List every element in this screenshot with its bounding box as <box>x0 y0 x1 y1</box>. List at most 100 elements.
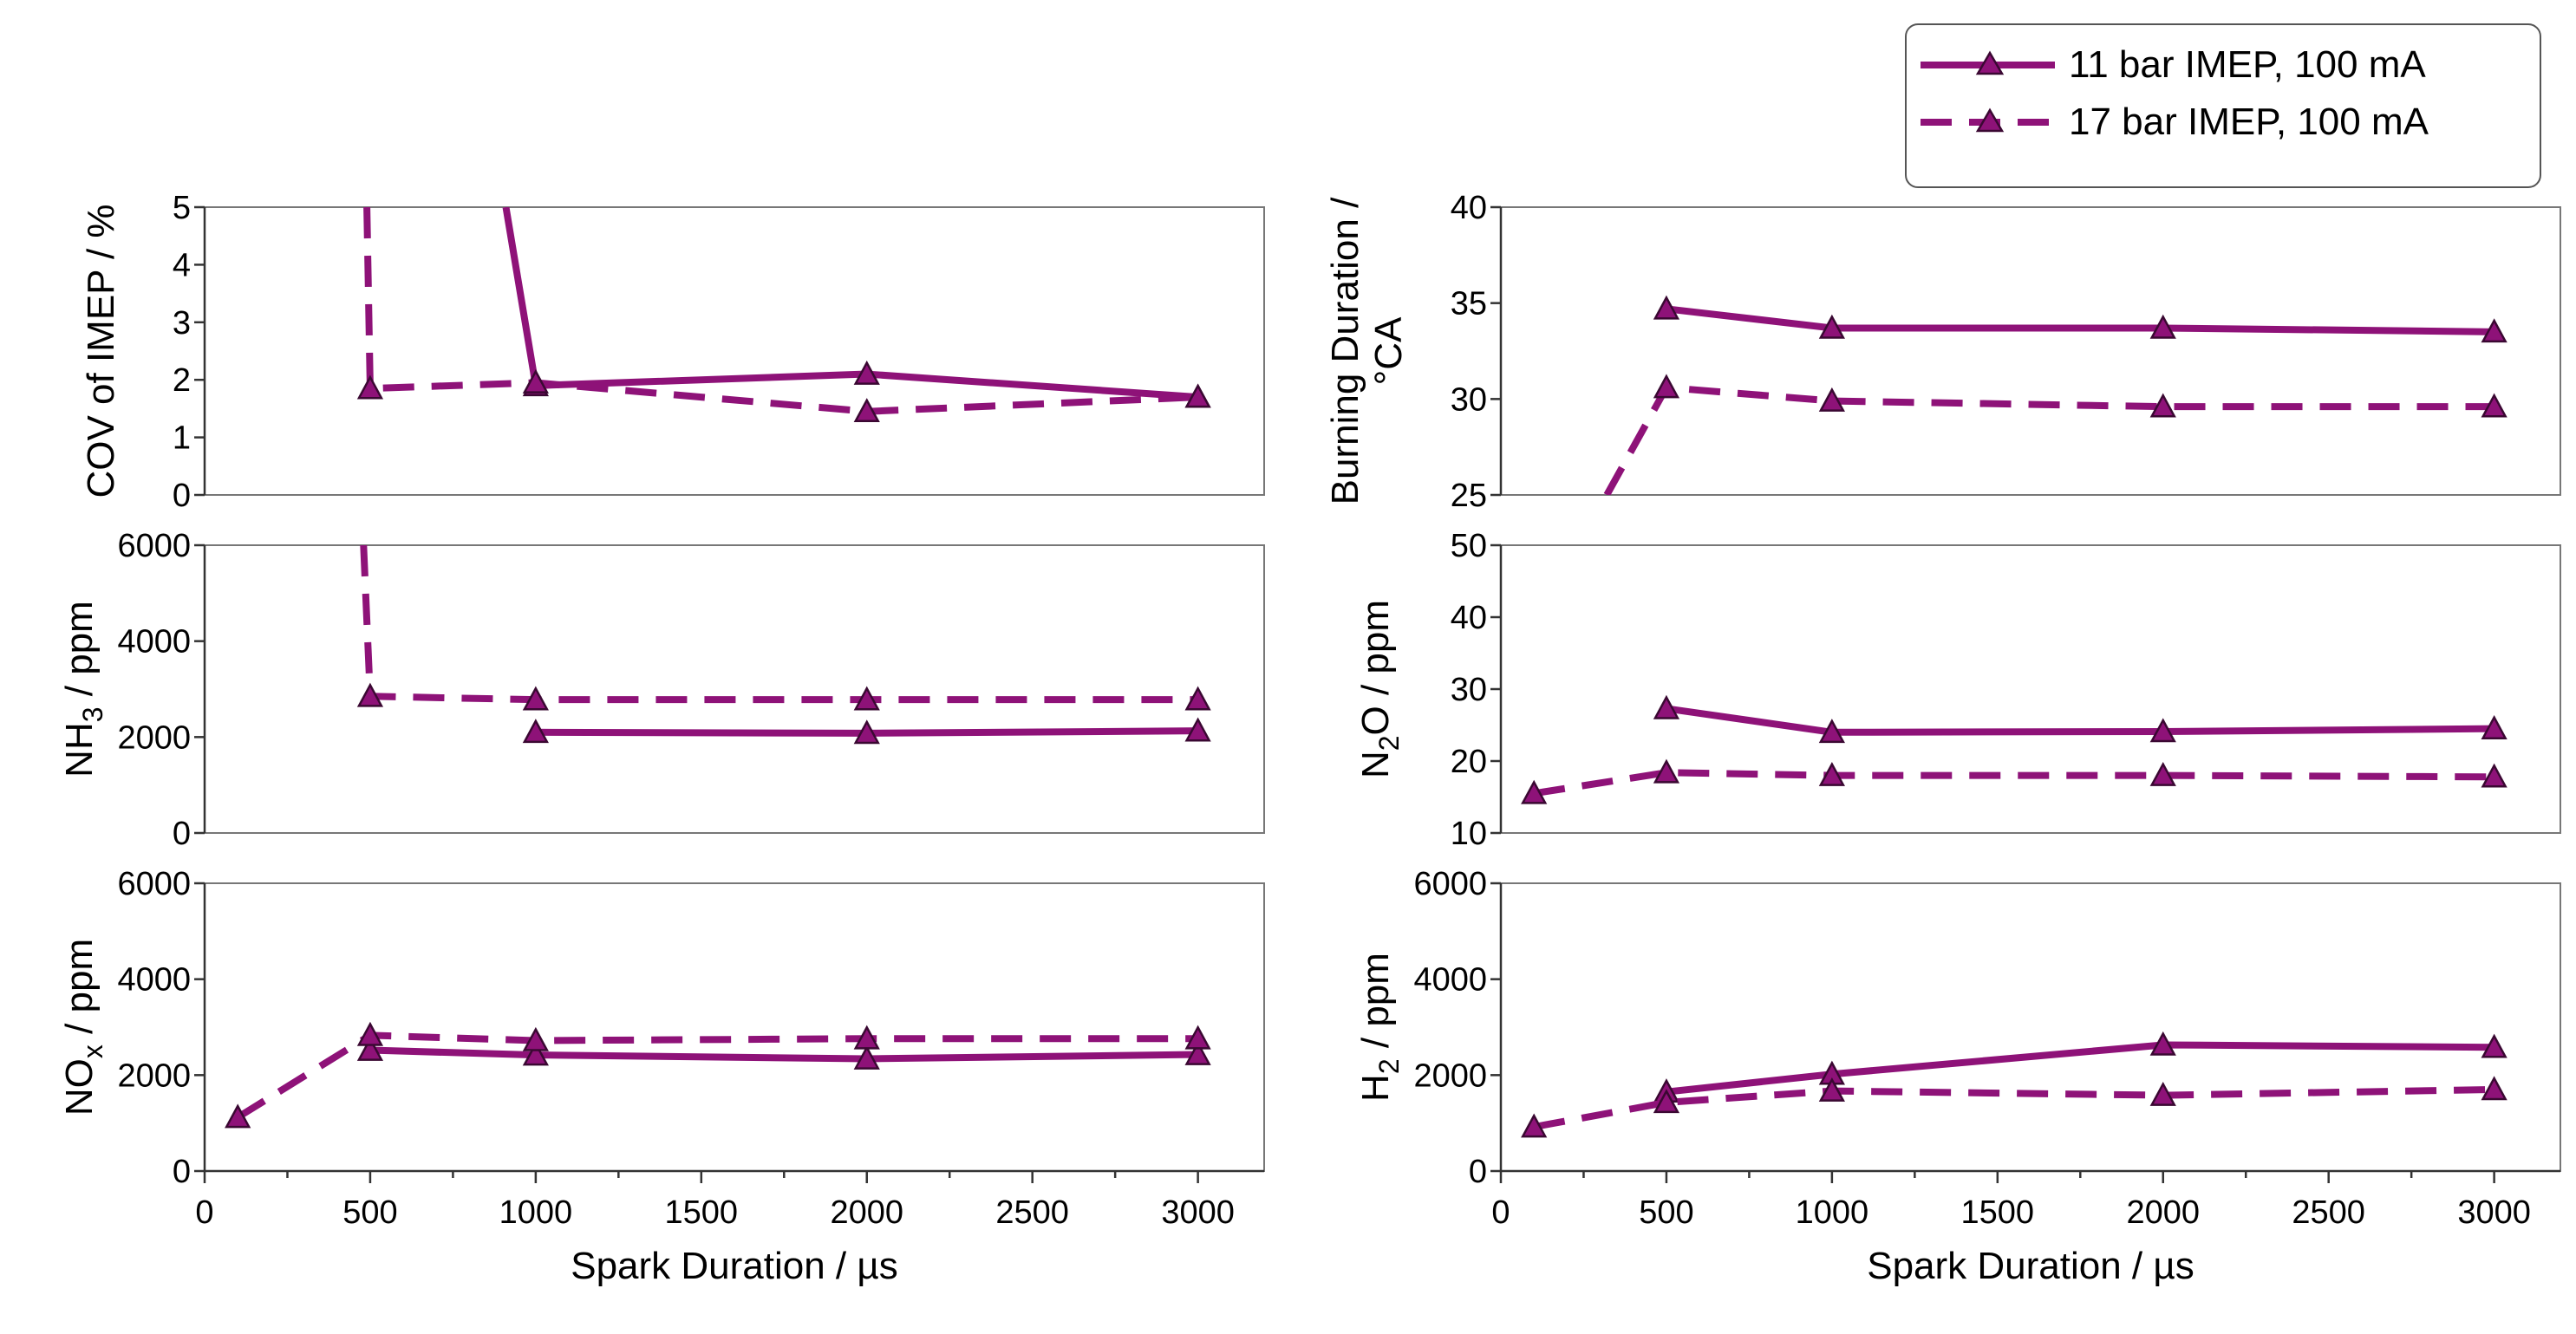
data-point-dashed <box>1521 1113 1548 1138</box>
data-point-solid <box>2149 718 2176 743</box>
ytick-label: 0 <box>173 816 191 852</box>
y-axis-label-h2: H2 / ppm <box>1354 953 1405 1102</box>
ytick-label: 40 <box>1451 600 1487 636</box>
ytick-label: 50 <box>1451 528 1487 564</box>
ytick-label: 5 <box>173 190 191 226</box>
data-point-dashed <box>853 398 880 423</box>
ytick-label: 35 <box>1451 286 1487 322</box>
panel-cov: 0 1 2 3 4 5 COV of IMEP / % <box>80 190 1265 514</box>
xtick-label: 1000 <box>499 1194 573 1231</box>
data-point-solid <box>356 1036 384 1061</box>
ytick-label: 2 <box>173 362 191 399</box>
data-point-dashed <box>1818 761 1845 786</box>
series-dashed-nox <box>225 1021 1211 1129</box>
data-point-dashed <box>853 1025 880 1050</box>
data-point-dashed <box>225 1103 251 1129</box>
series-dashed-h2 <box>1521 1076 2508 1138</box>
data-point-solid <box>853 1044 880 1070</box>
data-point-solid <box>1653 694 1680 719</box>
data-point-dashed <box>1653 1089 1680 1114</box>
legend-entry-dashed: 17 bar IMEP, 100 mA <box>1921 101 2429 143</box>
series-line-solid <box>369 1046 1198 1063</box>
series-dashed-nh3 <box>356 545 1211 711</box>
series-dashed-burn <box>1603 374 2508 495</box>
plot-frame-nh3 <box>204 544 1265 834</box>
data-point-dashed <box>1184 383 1211 408</box>
data-point-dashed <box>1184 686 1211 711</box>
ytick-label: 25 <box>1451 478 1487 514</box>
data-point-dashed <box>2149 761 2176 786</box>
legend: 11 bar IMEP, 100 mA 17 bar IMEP, 100 mA <box>1905 23 2541 188</box>
series-line-solid <box>1666 305 2494 335</box>
legend-label-solid: 11 bar IMEP, 100 mA <box>2069 43 2426 86</box>
data-point-solid <box>2481 715 2508 739</box>
ytick-label: 2000 <box>117 719 191 756</box>
data-point-dashed <box>2481 1076 2508 1101</box>
data-point-dashed <box>1818 1077 1845 1102</box>
ytick-label: 6000 <box>1413 866 1487 902</box>
data-point-dashed <box>1521 779 1548 804</box>
data-point-dashed <box>1184 1025 1211 1050</box>
series-line-dashed <box>1533 1085 2494 1131</box>
ytick-label: 4 <box>173 247 191 283</box>
series-line-dashed <box>360 545 1198 704</box>
series-line-solid <box>1666 705 2494 736</box>
data-point-solid <box>1184 717 1211 742</box>
data-point-solid <box>522 1041 549 1066</box>
plot-frame-burn <box>1500 206 2561 496</box>
ytick-label: 10 <box>1451 816 1487 852</box>
panel-n2o: 10 20 30 40 50 N2O / ppm <box>1354 528 2561 852</box>
ytick-label: 4000 <box>1413 962 1487 999</box>
panel-nox: 0 2000 4000 6000 0 500 1000 1500 2000 2500 3000 Spa… <box>58 866 1265 1287</box>
ytick-label: 0 <box>173 478 191 514</box>
ytick-label: 0 <box>1469 1154 1487 1190</box>
x-axis-label-h2: Spark Duration / µs <box>1867 1245 2194 1287</box>
xtick-label: 3000 <box>2457 1194 2531 1231</box>
ytick-label: 30 <box>1451 672 1487 708</box>
xtick-label: 2500 <box>995 1194 1069 1231</box>
series-dashed-n2o <box>1521 758 2508 804</box>
y-axis-label-cov: COV of IMEP / % <box>80 204 122 498</box>
series-solid-nh3 <box>522 717 1211 745</box>
ytick-label: 40 <box>1451 190 1487 226</box>
xtick-label: 1500 <box>1961 1194 2035 1231</box>
y-axis-label-nox: NOx / ppm <box>58 939 108 1116</box>
ytick-label: 4000 <box>117 962 191 999</box>
data-point-dashed <box>1818 387 1845 412</box>
plot-frame-cov <box>204 206 1265 496</box>
panel-burn: 25 30 35 40 Burning Duration / °CA <box>1324 190 2561 514</box>
data-point-dashed <box>1653 758 1680 784</box>
series-dashed-cov <box>356 207 1211 423</box>
xtick-label: 1000 <box>1796 1194 1869 1231</box>
legend-marker-solid <box>1975 50 2005 75</box>
ytick-label: 4000 <box>117 624 191 660</box>
ytick-label: 30 <box>1451 381 1487 418</box>
x-axis-label-nox: Spark Duration / µs <box>571 1245 898 1287</box>
legend-entry-solid: 11 bar IMEP, 100 mA <box>1921 43 2426 86</box>
data-point-dashed <box>356 682 384 707</box>
ytick-label: 2000 <box>1413 1057 1487 1094</box>
xtick-label: 1500 <box>665 1194 739 1231</box>
data-point-dashed <box>522 1026 549 1051</box>
xtick-label: 500 <box>342 1194 397 1231</box>
plot-frame-n2o <box>1500 544 2561 834</box>
xtick-label: 2000 <box>830 1194 903 1231</box>
data-point-dashed <box>2149 1081 2176 1106</box>
data-point-dashed <box>356 374 384 400</box>
xtick-label: 3000 <box>1161 1194 1235 1231</box>
y-axis-label-nh3: NH3 / ppm <box>58 601 108 778</box>
data-point-dashed <box>2481 763 2508 788</box>
ytick-label: 1 <box>173 420 191 457</box>
series-solid-n2o <box>1653 694 2508 744</box>
panel-nh3: 0 2000 4000 6000 NH3 / ppm <box>58 528 1265 852</box>
ytick-label: 6000 <box>117 528 191 564</box>
data-point-dashed <box>522 368 549 394</box>
data-point-solid <box>2481 1033 2508 1058</box>
data-point-dashed <box>853 686 880 711</box>
plot-frame-nox <box>204 882 1265 1172</box>
xtick-label: 500 <box>1639 1194 1693 1231</box>
y-axis-label-burn: °CA <box>1367 316 1410 385</box>
panel-h2: 0 2000 4000 6000 0 500 1000 1500 2000 2500 3000 Spa… <box>1354 866 2561 1287</box>
